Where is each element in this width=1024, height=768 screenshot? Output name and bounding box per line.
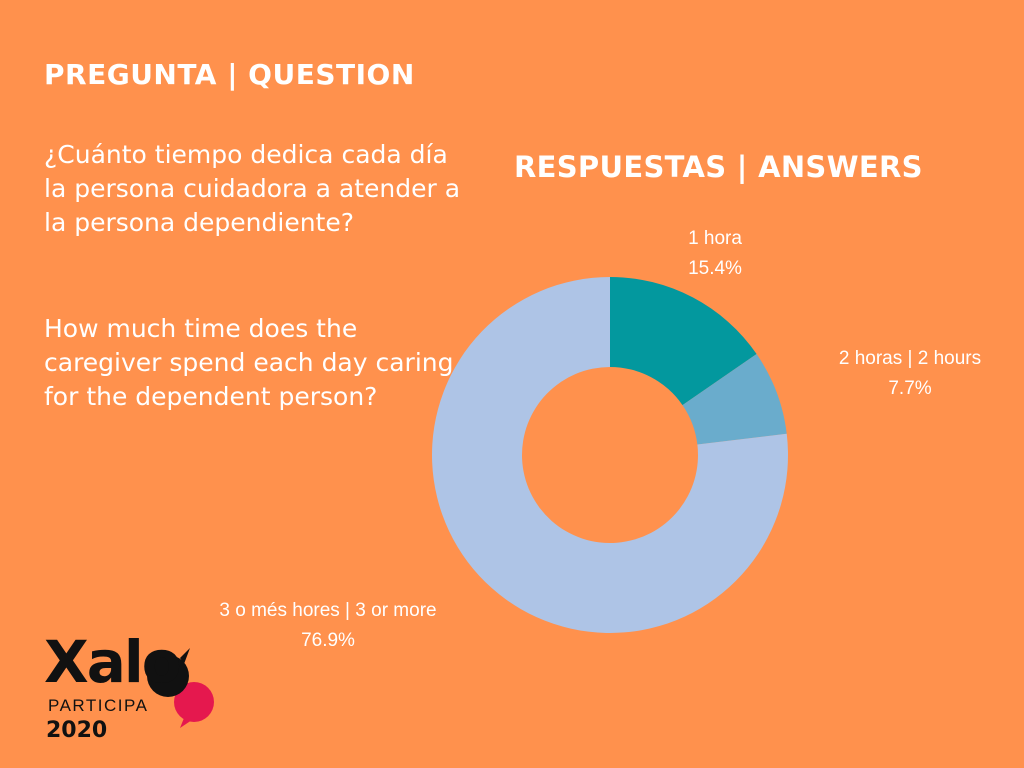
slice-category-2: 2 horas | 2 hours [838,348,982,369]
logo-sub: PARTICIPA [48,696,149,715]
slice-category-3: 3 o més hores | 3 or more [219,600,437,621]
slice-percent-3: 76.9% [301,630,355,651]
slice-label-2-horas: 2 horas | 2 hours 7.7% [812,344,1008,404]
slice-percent-2: 7.7% [888,378,932,399]
question-text-en: How much time does the caregiver spend e… [44,314,454,411]
logo-year: 2020 [46,718,108,743]
slice-percent-1: 15.4% [688,258,742,279]
donut-slice-3 [431,277,788,633]
logo-word: Xalo [44,628,182,696]
xalo-participa-logo: Xalo PARTICIPA 2020 [44,630,224,750]
logo-speech-bubbles-icon [147,648,214,728]
slice-label-3-or-more: 3 o més hores | 3 or more 76.9% [185,596,471,656]
slice-category-1: 1 hora [688,228,742,249]
question-text-es: ¿Cuánto tiempo dedica cada día la person… [44,140,461,237]
slice-label-1-hora: 1 hora 15.4% [670,224,760,284]
question-header: PREGUNTA | QUESTION [44,58,415,91]
answers-header: RESPUESTAS | ANSWERS [514,150,923,184]
donut-slice-1 [610,277,757,406]
donut-slice-2 [682,354,787,445]
